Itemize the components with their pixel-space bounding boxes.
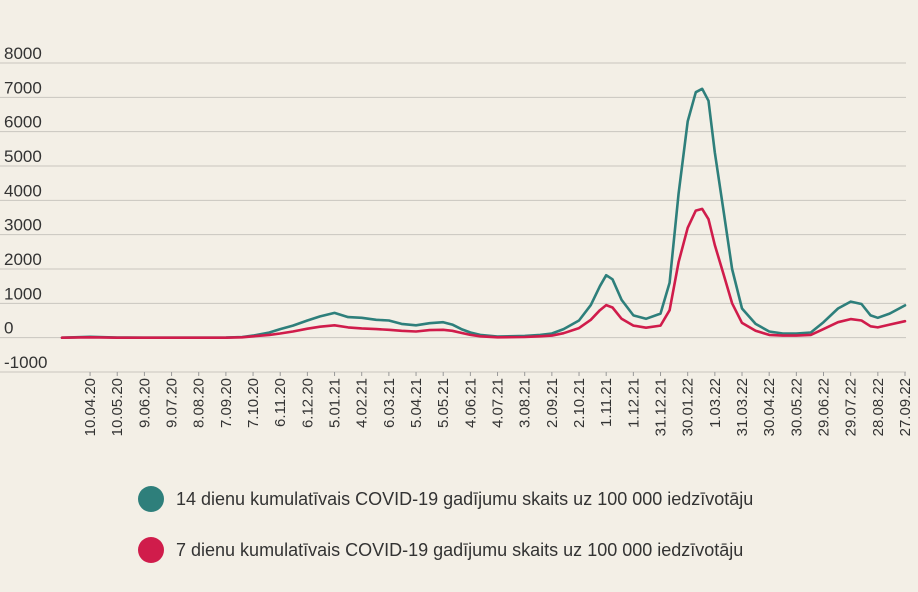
- x-tick-label: 27.09.22: [897, 378, 914, 436]
- x-tick-label: 2.09.21: [544, 378, 561, 428]
- series-line-7-day: [60, 207, 907, 340]
- x-tick-label: 1.03.22: [707, 378, 724, 428]
- series-line-14-day: [60, 87, 907, 340]
- y-tick-label: 1000: [4, 284, 42, 303]
- x-tick-label: 30.01.22: [680, 378, 697, 436]
- legend-item-7-day: 7 dienu kumulatīvais COVID-19 gadījumu s…: [138, 537, 743, 563]
- x-tick-label: 30.05.22: [788, 378, 805, 436]
- x-tick-label: 29.07.22: [843, 378, 860, 436]
- x-tick-label: 10.04.20: [82, 378, 99, 436]
- x-tick-label: 31.03.22: [734, 378, 751, 436]
- x-axis-ticks: 10.04.20 10.05.20 9.06.20 9.07.20 8.08.20 7.0…: [82, 372, 914, 436]
- x-tick-label: 6.12.20: [299, 378, 316, 428]
- y-tick-label: 2000: [4, 250, 42, 269]
- x-tick-label: 9.07.20: [164, 378, 181, 428]
- x-tick-label: 30.04.22: [761, 378, 778, 436]
- y-axis-ticks: -1000 0 1000 2000 3000 4000 5000 6000 7000 8000: [4, 44, 47, 372]
- x-tick-label: 28.08.22: [870, 378, 887, 436]
- legend-item-14-day: 14 dienu kumulatīvais COVID-19 gadījumu …: [138, 486, 753, 512]
- x-tick-label: 9.06.20: [136, 378, 153, 428]
- x-tick-label: 8.08.20: [191, 378, 208, 428]
- x-tick-label: 31.12.21: [653, 378, 670, 436]
- legend-label-14-day: 14 dienu kumulatīvais COVID-19 gadījumu …: [176, 488, 754, 509]
- legend-label-7-day: 7 dienu kumulatīvais COVID-19 gadījumu s…: [176, 539, 744, 560]
- x-tick-label: 29.06.22: [816, 378, 833, 436]
- x-tick-label: 1.12.21: [625, 378, 642, 428]
- x-tick-label: 2.10.21: [571, 378, 588, 428]
- x-tick-label: 5.04.21: [408, 378, 425, 428]
- y-tick-label: -1000: [4, 353, 47, 372]
- x-tick-label: 3.08.21: [517, 378, 534, 428]
- x-tick-label: 10.05.20: [109, 378, 126, 436]
- x-tick-label: 1.11.21: [598, 378, 615, 427]
- x-tick-label: 6.03.21: [381, 378, 398, 428]
- legend-swatch-7-day: [138, 537, 164, 563]
- x-tick-label: 4.06.21: [462, 378, 479, 428]
- x-tick-label: 5.01.21: [327, 378, 344, 428]
- y-tick-label: 3000: [4, 216, 42, 235]
- x-tick-label: 6.11.20: [272, 378, 289, 427]
- y-tick-label: 5000: [4, 147, 42, 166]
- x-tick-label: 7.09.20: [218, 378, 235, 428]
- legend-swatch-14-day: [138, 486, 164, 512]
- y-tick-label: 6000: [4, 113, 42, 132]
- x-tick-label: 5.05.21: [435, 378, 452, 428]
- y-tick-label: 4000: [4, 181, 42, 200]
- y-tick-label: 7000: [4, 78, 42, 97]
- y-tick-label: 8000: [4, 44, 42, 63]
- x-tick-label: 7.10.20: [245, 378, 262, 428]
- x-tick-label: 4.02.21: [354, 378, 371, 428]
- series-lines: [60, 87, 907, 340]
- x-tick-label: 4.07.21: [490, 378, 507, 428]
- y-tick-label: 0: [4, 319, 13, 338]
